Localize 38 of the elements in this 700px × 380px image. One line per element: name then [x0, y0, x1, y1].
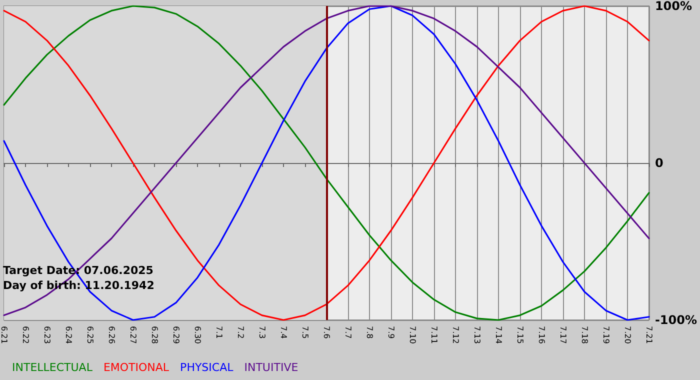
x-tick-label: 6.21 [0, 326, 8, 344]
x-tick-label: 6.30 [192, 326, 202, 344]
x-tick-label: 7.19 [601, 326, 610, 344]
y-tick-label: 100% [654, 0, 692, 13]
x-tick-label: 6.25 [85, 326, 94, 344]
x-tick-label: 7.12 [450, 326, 460, 344]
x-tick-label: 7.13 [472, 326, 482, 344]
x-tick-label: 7.8 [364, 326, 374, 339]
y-tick-label: -100% [654, 313, 698, 327]
x-tick-label: 6.28 [150, 326, 159, 344]
text: PHYSICAL [180, 361, 234, 374]
x-tick-label: 7.11 [429, 326, 438, 344]
x-tick-label: 7.1 [214, 326, 224, 339]
x-tick-label: 7.18 [580, 326, 589, 344]
x-tick-label: 7.16 [536, 326, 546, 344]
text: INTUITIVE [244, 361, 298, 374]
x-tick-label: 6.22 [21, 326, 30, 344]
x-tick-label: 7.17 [558, 326, 568, 344]
x-tick-label: 7.7 [343, 326, 352, 339]
x-tick-label: 7.3 [257, 326, 266, 339]
x-tick-label: 7.21 [644, 326, 654, 344]
x-tick-label: 6.24 [64, 326, 73, 344]
x-tick-label: 7.9 [386, 326, 396, 339]
x-tick-label: 7.4 [278, 326, 288, 339]
text: INTELLECTUAL [12, 361, 94, 374]
x-tick-label: 7.10 [408, 326, 417, 344]
x-tick-label: 7.5 [300, 326, 310, 339]
y-tick-label: 0 [654, 156, 664, 170]
x-tick-label: 7.14 [494, 326, 503, 344]
x-tick-label: 7.6 [322, 326, 331, 339]
x-tick-label: 7.2 [236, 326, 245, 339]
x-tick-label: 6.23 [42, 326, 52, 344]
x-tick-label: 7.20 [622, 326, 632, 344]
x-tick-label: 6.27 [128, 326, 138, 344]
x-tick-label: 6.29 [171, 326, 180, 344]
x-tick-label: 7.15 [515, 326, 524, 344]
text: EMOTIONAL [103, 361, 170, 374]
x-tick-label: 6.26 [106, 326, 116, 344]
